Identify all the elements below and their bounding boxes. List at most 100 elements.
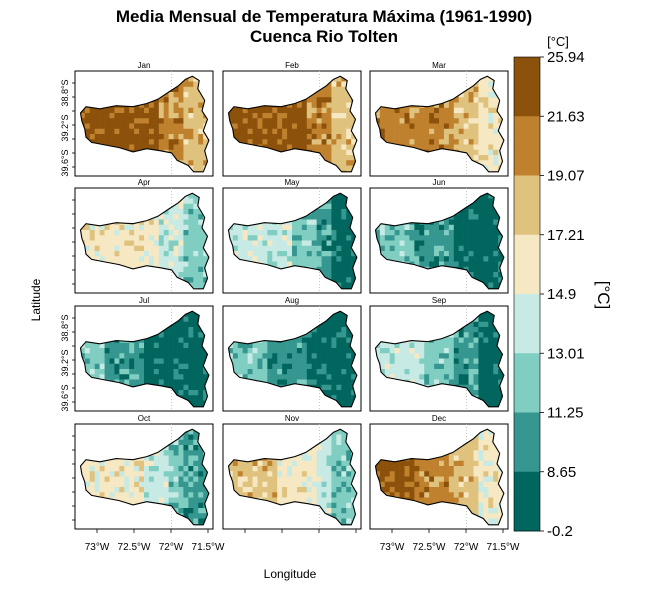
grid-cell — [306, 332, 313, 338]
grid-cell — [321, 327, 327, 333]
grid-cell — [448, 251, 455, 257]
grid-cell — [144, 139, 150, 145]
grid-cell — [468, 342, 474, 349]
grid-cell — [301, 363, 308, 370]
grid-cell — [292, 235, 298, 241]
grid-cell — [468, 384, 474, 391]
grid-cell — [463, 261, 469, 268]
grid-cell — [163, 113, 169, 119]
grid-cell — [129, 235, 135, 241]
grid-cell — [488, 230, 494, 236]
grid-cell — [399, 134, 405, 140]
grid-cell — [296, 251, 303, 257]
grid-cell — [257, 113, 263, 119]
grid-cell — [434, 123, 440, 130]
grid-cell — [346, 358, 352, 365]
basin-outline — [79, 310, 210, 408]
grid-cell — [84, 113, 91, 119]
grid-cell — [134, 123, 140, 130]
grid-cell — [163, 369, 169, 375]
grid-cell — [453, 245, 460, 252]
panel-mar: Mar — [369, 61, 509, 177]
grid-cell — [384, 107, 391, 114]
grid-cell — [183, 230, 189, 236]
grid-cell — [448, 379, 455, 386]
grid-cell — [178, 369, 184, 375]
grid-cell — [144, 256, 150, 262]
grid-cell — [311, 144, 317, 151]
grid-cell — [193, 353, 199, 359]
grid-cell — [409, 123, 415, 130]
grid-cell — [282, 113, 288, 119]
grid-cell — [262, 374, 268, 380]
grid-cell — [316, 113, 322, 119]
grid-cell — [272, 251, 278, 257]
grid-cell — [483, 76, 489, 82]
grid-cell — [483, 379, 489, 386]
grid-cell — [443, 369, 450, 375]
grid-cell — [193, 400, 199, 407]
grid-cell — [252, 245, 258, 252]
grid-cell — [148, 235, 155, 241]
grid-cell — [129, 374, 135, 380]
grid-cell — [94, 251, 100, 257]
grid-cell — [341, 337, 347, 344]
grid-cell — [124, 245, 130, 252]
grid-cell — [188, 102, 194, 109]
grid-cell — [203, 155, 209, 161]
grid-cell — [134, 348, 140, 354]
grid-cell — [287, 235, 293, 241]
grid-cell — [188, 224, 194, 231]
grid-cell — [178, 316, 184, 323]
grid-cell — [153, 363, 160, 370]
grid-cell — [493, 160, 499, 166]
grid-cell — [232, 235, 239, 241]
grid-cell — [453, 332, 460, 338]
grid-cell — [306, 235, 313, 241]
grid-cell — [336, 76, 342, 82]
grid-cell — [346, 165, 352, 172]
grid-cell — [188, 235, 194, 241]
grid-cell — [399, 240, 405, 247]
grid-cell — [488, 107, 494, 114]
grid-cell — [419, 113, 425, 119]
grid-cell — [399, 348, 405, 354]
grid-cell — [198, 369, 204, 375]
grid-cell — [458, 374, 464, 380]
grid-cell — [144, 224, 150, 231]
grid-cell — [321, 390, 327, 396]
grid-cell — [326, 144, 332, 151]
grid-cell — [267, 353, 273, 359]
grid-cell — [404, 374, 410, 380]
grid-cell — [468, 209, 474, 215]
grid-cell — [178, 219, 184, 226]
grid-cell — [119, 123, 125, 130]
grid-cell — [198, 390, 204, 396]
grid-cell — [114, 113, 120, 119]
grid-cell — [458, 342, 464, 349]
grid-cell — [306, 214, 313, 220]
grid-cell — [80, 118, 86, 124]
grid-cell — [183, 123, 189, 130]
grid-cell — [316, 251, 322, 257]
grid-cell — [468, 358, 474, 365]
grid-cell — [272, 369, 278, 375]
grid-cell — [158, 128, 165, 135]
grid-cell — [331, 342, 337, 349]
grid-cell — [488, 235, 494, 241]
grid-cell — [119, 240, 125, 247]
grid-cell — [473, 128, 479, 135]
grid-cell — [183, 134, 189, 140]
grid-cell — [473, 321, 479, 328]
grid-cell — [306, 363, 313, 370]
grid-cell — [341, 240, 347, 247]
grid-cell — [119, 358, 125, 365]
grid-cell — [173, 240, 179, 247]
grid-cell — [193, 321, 199, 328]
grid-cell — [483, 353, 489, 359]
grid-cell — [306, 379, 313, 386]
grid-cell — [232, 224, 239, 231]
grid-cell — [193, 337, 199, 344]
grid-cell — [163, 374, 169, 380]
grid-cell — [272, 261, 278, 268]
